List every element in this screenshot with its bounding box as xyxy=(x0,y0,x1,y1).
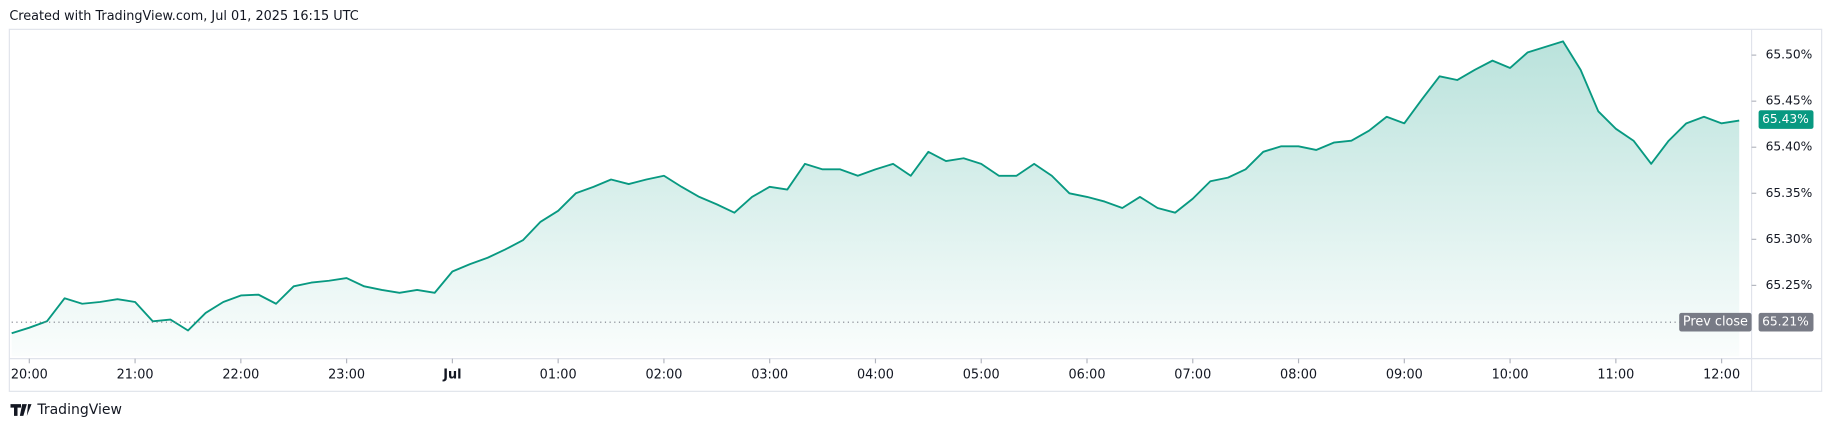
x-tick-label: 05:00 xyxy=(963,367,1000,382)
x-tick-label: 03:00 xyxy=(751,367,788,382)
y-tick-label: 65.35% xyxy=(1766,186,1813,200)
header: Created with TradingView.com, Jul 01, 20… xyxy=(9,9,358,24)
x-tick-label: 07:00 xyxy=(1174,367,1211,382)
prev-close-name: Prev close xyxy=(1683,315,1748,330)
plot: 65.25% 65.30% 65.35% 65.40% 65.45% 65.50% 20:0… xyxy=(11,40,1814,382)
footer-brand: TradingView xyxy=(36,402,122,418)
x-tick-label: 12:00 xyxy=(1703,367,1740,382)
y-tick-label: 65.45% xyxy=(1766,94,1813,108)
y-tick-label: 65.40% xyxy=(1766,140,1813,154)
x-tick-label: Jul xyxy=(442,367,461,382)
x-tick-label: 21:00 xyxy=(117,367,154,382)
line xyxy=(11,40,1740,335)
last-price-box xyxy=(1758,110,1814,129)
logo xyxy=(10,404,32,416)
area xyxy=(11,41,1740,357)
x-tick-label: 01:00 xyxy=(540,367,577,382)
y-tick-label: 65.30% xyxy=(1766,232,1813,246)
prev-close-price-box xyxy=(1758,312,1814,332)
x-tick-label: 10:00 xyxy=(1492,367,1529,382)
x-tick-label: 22:00 xyxy=(222,367,259,382)
x-tick-label: 23:00 xyxy=(328,367,365,382)
y-tick-label: 65.50% xyxy=(1766,48,1813,62)
x-tick-label: 08:00 xyxy=(1280,367,1317,382)
x-tick-label: 20:00 xyxy=(11,367,48,382)
prev-close-name-box xyxy=(1679,312,1752,332)
x-tick-label: 11:00 xyxy=(1597,367,1634,382)
y-tick-label: 65.25% xyxy=(1766,278,1813,292)
x-tick-label: 02:00 xyxy=(645,367,682,382)
x-tick-label: 04:00 xyxy=(857,367,894,382)
x-tick-label: 09:00 xyxy=(1386,367,1423,382)
last-price-label: 65.43% xyxy=(1762,112,1809,126)
prev-close-price: 65.21% xyxy=(1762,315,1809,329)
x-tick-label: 06:00 xyxy=(1069,367,1106,382)
chart-frame xyxy=(8,28,1823,392)
